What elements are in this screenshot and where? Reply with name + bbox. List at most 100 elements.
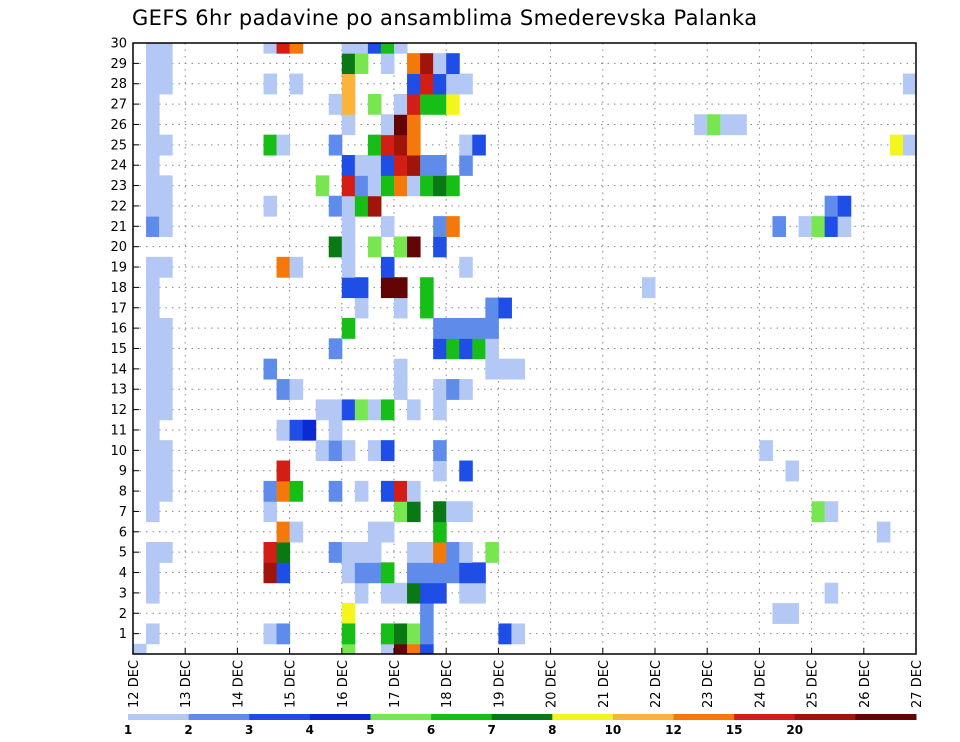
- precip-cell: [394, 93, 408, 115]
- precip-cell: [446, 93, 460, 115]
- precip-cell: [146, 175, 160, 197]
- precip-cell: [380, 643, 395, 654]
- precip-cell: [276, 43, 291, 54]
- precip-cell: [263, 501, 278, 523]
- precip-cell: [354, 43, 369, 54]
- precip-cell: [146, 480, 160, 502]
- y-tick-label: 21: [110, 220, 127, 235]
- precip-cell: [824, 582, 839, 604]
- precip-cell: [394, 297, 408, 319]
- precip-cell: [146, 460, 160, 482]
- legend-swatch: [188, 714, 250, 720]
- precip-cell: [146, 623, 160, 645]
- precip-cell: [263, 623, 278, 645]
- precip-cell: [407, 582, 421, 604]
- precip-cell: [498, 623, 512, 645]
- y-tick-label: 16: [110, 322, 127, 337]
- legend-swatch: [552, 714, 614, 720]
- precip-cell: [289, 43, 304, 54]
- precip-cell: [394, 114, 408, 136]
- precip-cell: [394, 277, 408, 299]
- precip-cell: [367, 195, 382, 217]
- precip-cell: [289, 521, 304, 543]
- precip-cell: [341, 603, 356, 624]
- y-tick-label: 3: [119, 586, 127, 601]
- precip-cell: [146, 317, 160, 339]
- precip-cell: [341, 216, 356, 237]
- precip-cell: [159, 43, 173, 54]
- precip-cell: [420, 277, 434, 299]
- precip-cell: [446, 175, 460, 197]
- precip-cell: [146, 195, 160, 217]
- precip-cell: [146, 155, 160, 176]
- x-tick-label: 15 DEC: [284, 660, 299, 708]
- precip-cell: [459, 134, 473, 156]
- precip-cell: [289, 73, 304, 95]
- y-tick-label: 25: [110, 138, 127, 153]
- precip-cell: [433, 399, 447, 421]
- precip-cell: [394, 501, 408, 523]
- precip-cell: [328, 419, 343, 441]
- precip-cell: [459, 256, 473, 278]
- precip-cell: [394, 236, 408, 258]
- precip-cell: [420, 643, 434, 654]
- x-tick-label: 16 DEC: [336, 660, 351, 708]
- legend-swatch: [855, 714, 917, 720]
- precip-cell: [159, 379, 173, 400]
- precip-cell: [446, 53, 460, 75]
- precip-cell: [433, 582, 447, 604]
- precip-cell: [380, 277, 395, 299]
- y-tick-label: 15: [110, 342, 127, 357]
- precip-cell: [902, 134, 917, 156]
- precip-cell: [394, 358, 408, 380]
- precip-cell: [276, 521, 291, 543]
- precip-cell: [407, 562, 421, 584]
- precipitation-cells: [133, 43, 917, 654]
- x-tick-label: 22 DEC: [649, 660, 664, 708]
- legend-label: 5: [366, 723, 374, 737]
- precip-cell: [146, 419, 160, 441]
- y-tick-label: 2: [119, 607, 127, 622]
- precip-cell: [394, 175, 408, 197]
- precip-cell: [472, 134, 486, 156]
- precip-cell: [720, 114, 734, 136]
- precip-cell: [837, 195, 852, 217]
- precip-cell: [367, 236, 382, 258]
- precip-cell: [354, 582, 369, 604]
- precip-cell: [341, 53, 356, 75]
- precip-cell: [354, 155, 369, 176]
- legend-swatch: [734, 714, 796, 720]
- precip-cell: [433, 216, 447, 237]
- precip-cell: [341, 277, 356, 299]
- x-tick-label: 24 DEC: [753, 660, 768, 708]
- precip-cell: [354, 53, 369, 75]
- legend-swatch: [249, 714, 311, 720]
- y-tick-label: 8: [119, 485, 127, 500]
- legend-label: 4: [306, 723, 314, 737]
- precip-cell: [889, 134, 904, 156]
- precip-cell: [380, 53, 395, 75]
- precip-cell: [341, 399, 356, 421]
- precip-cell: [511, 358, 525, 380]
- precip-cell: [367, 93, 382, 115]
- precip-cell: [420, 562, 434, 584]
- precip-cell: [380, 43, 395, 54]
- precip-cell: [354, 277, 369, 299]
- y-tick-label: 14: [110, 362, 127, 377]
- y-tick-label: 30: [110, 37, 127, 52]
- x-tick-label: 23 DEC: [701, 660, 716, 708]
- precip-cell: [341, 155, 356, 176]
- precip-cell: [420, 297, 434, 319]
- precip-cell: [159, 317, 173, 339]
- precip-cell: [367, 134, 382, 156]
- precip-cell: [433, 155, 447, 176]
- precip-cell: [707, 114, 721, 136]
- precip-cell: [420, 53, 434, 75]
- precip-cell: [433, 338, 447, 360]
- precip-cell: [354, 399, 369, 421]
- precip-cell: [485, 297, 499, 319]
- precip-cell: [315, 440, 330, 462]
- legend-label: 3: [245, 723, 253, 737]
- precip-cell: [328, 480, 343, 502]
- precip-cell: [876, 521, 891, 543]
